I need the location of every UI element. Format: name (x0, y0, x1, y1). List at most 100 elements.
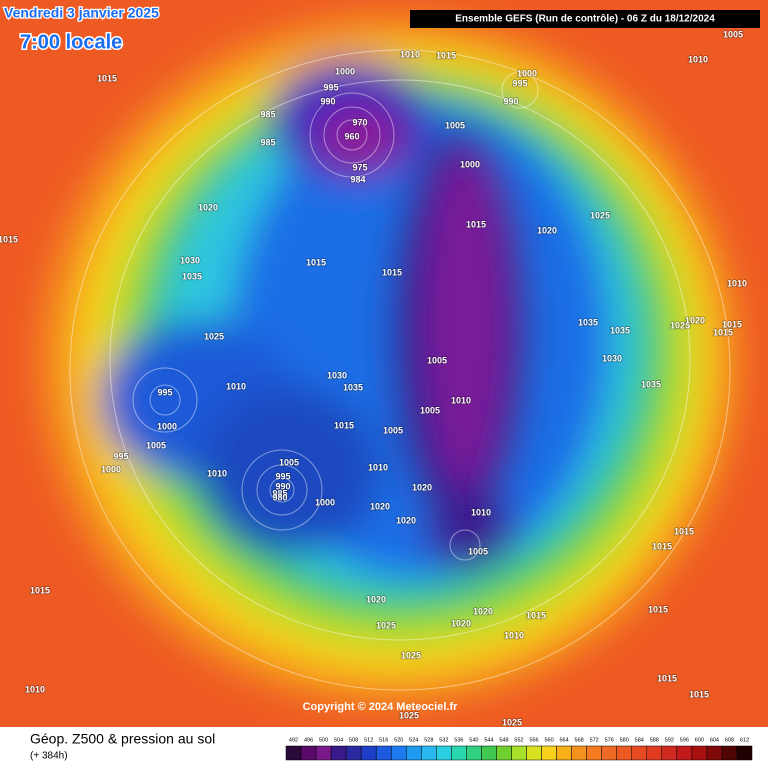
colorbar-label: 588 (650, 737, 659, 743)
isobar-label: 995 (323, 82, 338, 92)
isobar-label: 1035 (610, 325, 630, 335)
colorbar-label: 512 (364, 737, 373, 743)
colorbar-label: 556 (529, 737, 538, 743)
isobar-label: 1010 (504, 630, 524, 640)
isobar-label: 1025 (399, 710, 419, 720)
colorbar-label: 560 (544, 737, 553, 743)
model-box (410, 10, 760, 28)
isobar-label: 1010 (368, 462, 388, 472)
footer-lead: (+ 384h) (30, 751, 68, 762)
isobar-label: 1005 (445, 120, 465, 130)
colorbar-swatch (526, 745, 542, 761)
isobar-label: 1005 (383, 425, 403, 435)
isobar-label: 995 (157, 387, 172, 397)
isobar-label: 1015 (436, 50, 456, 60)
isobar-label: 1020 (473, 606, 493, 616)
colorbar-label: 592 (665, 737, 674, 743)
footer-title: Géop. Z500 & pression au sol (30, 731, 215, 747)
isobar-label: 1015 (30, 585, 50, 595)
colorbar-label: 496 (304, 737, 313, 743)
isobar-label: 1025 (204, 331, 224, 341)
isobar-label: 1025 (502, 717, 522, 727)
colorbar-label: 564 (560, 737, 569, 743)
isobar-label: 1005 (279, 457, 299, 467)
isobar-label: 1020 (537, 225, 557, 235)
isobar-label: 1025 (590, 210, 610, 220)
colorbar-swatch (736, 745, 753, 761)
colorbar-swatch (691, 745, 708, 761)
colorbar-swatch (315, 745, 332, 761)
colorbar-swatch (481, 745, 497, 761)
isobars (69, 49, 731, 691)
field-purple (425, 150, 505, 490)
isobar-label: 990 (503, 96, 518, 106)
colorbar-label: 532 (439, 737, 448, 743)
colorbar-label: 576 (605, 737, 614, 743)
isobar-label: 1020 (396, 515, 416, 525)
colorbar-swatch (345, 745, 362, 761)
colorbar-label: 540 (469, 737, 478, 743)
isobar-label: 984 (350, 174, 365, 184)
isobar-label: 1015 (306, 257, 326, 267)
colorbar-swatch (375, 745, 392, 761)
colorbar-label: 508 (349, 737, 358, 743)
colorbar-swatch (330, 745, 347, 761)
isobar-label: 970 (352, 117, 367, 127)
colorbar-swatch (631, 745, 648, 761)
colorbar-swatch (616, 745, 632, 761)
colorbar-label: 524 (409, 737, 418, 743)
colorbar-swatch (571, 745, 587, 761)
isobar-label: 1015 (526, 610, 546, 620)
isobar-label: 1010 (226, 381, 246, 391)
colorbar-label: 520 (394, 737, 403, 743)
isobar-label: 1025 (376, 620, 396, 630)
colorbar-swatch (451, 745, 467, 761)
isobar-label: 1000 (460, 159, 480, 169)
colorbar-swatch (360, 745, 377, 761)
colorbar-label: 612 (740, 737, 749, 743)
isobar-label: 995 (512, 78, 527, 88)
colorbar-label: 516 (379, 737, 388, 743)
colorbar-swatch (556, 745, 572, 761)
colorbar-label: 544 (484, 737, 493, 743)
isobar-label: 1000 (101, 464, 121, 474)
colorbar-swatch (466, 745, 482, 761)
colorbar-label: 536 (454, 737, 463, 743)
field-purple-north (315, 105, 405, 175)
isobar-label: 1015 (97, 73, 117, 83)
colorbar-swatch (285, 745, 302, 761)
colorbar-label: 568 (575, 737, 584, 743)
colorbar-label: 600 (695, 737, 704, 743)
isobar-label: 1005 (468, 546, 488, 556)
isobar-label: 1025 (401, 650, 421, 660)
isobar-label: 1020 (198, 202, 218, 212)
isobar-label: 1020 (366, 594, 386, 604)
colorbar-swatch (601, 745, 617, 761)
isobar-label: 1020 (412, 482, 432, 492)
colorbar-swatch (706, 745, 723, 761)
colorbar-swatch (511, 745, 527, 761)
colorbar-swatch (406, 745, 422, 761)
isobar-label: 1035 (182, 271, 202, 281)
isobar-label: 1035 (641, 379, 661, 389)
isobar-label: 1010 (451, 395, 471, 405)
colorbar-swatch (646, 745, 663, 761)
isobar-label: 1010 (25, 684, 45, 694)
field-blue-south (200, 385, 380, 555)
isobar-label: 1000 (517, 68, 537, 78)
isobar-label: 1015 (713, 327, 733, 337)
isobar-label: 1010 (471, 507, 491, 517)
colorbar-label: 580 (620, 737, 629, 743)
isobar-label: 1000 (315, 497, 335, 507)
isobar-label: 1015 (334, 420, 354, 430)
colorbar-label: 596 (680, 737, 689, 743)
isobar-label: 985 (260, 109, 275, 119)
colorbar-label: 552 (514, 737, 523, 743)
colorbar-swatch (496, 745, 512, 761)
isobar-label: 1035 (578, 317, 598, 327)
isobar-label: 1030 (602, 353, 622, 363)
isobar-label: 1000 (157, 421, 177, 431)
